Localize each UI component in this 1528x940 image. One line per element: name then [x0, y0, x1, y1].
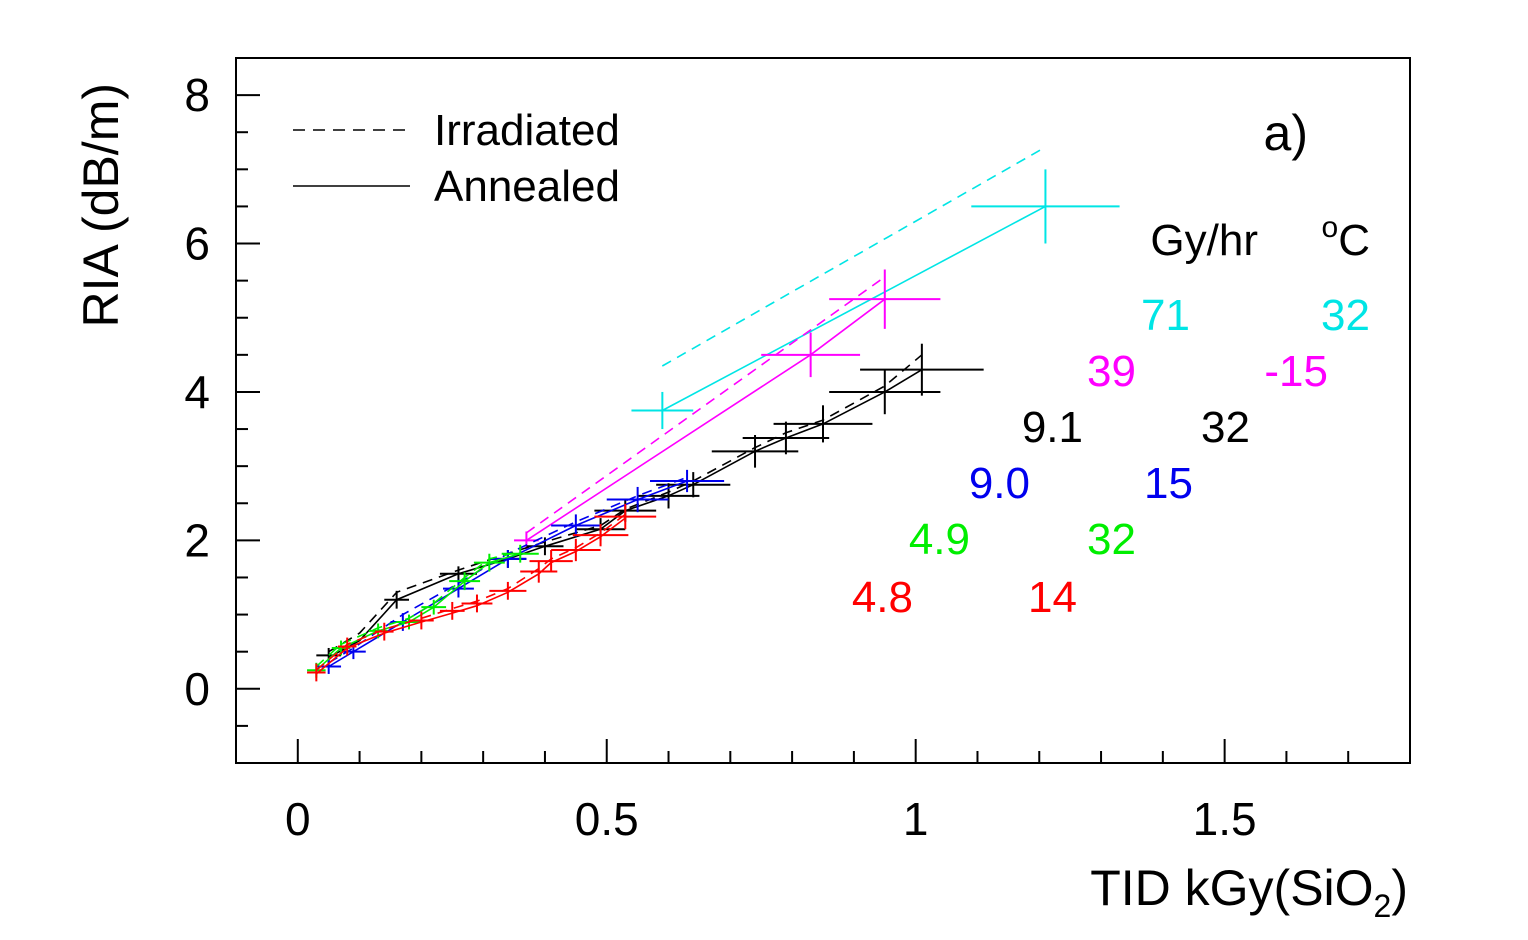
table-rate-value: 4.8	[852, 573, 913, 622]
table-rows: 71 32 39 -15 9.1 32 9.0 15 4.9 32 4.8 14	[852, 291, 1370, 622]
y-tick-label: 0	[184, 663, 210, 715]
annealed-line	[328, 480, 688, 668]
table-temperature-value: 15	[1144, 459, 1193, 508]
x-tick-label: 0	[285, 793, 311, 845]
table-temperature-value: 32	[1321, 291, 1370, 340]
x-tick-label: 0.5	[575, 793, 639, 845]
table-rate-value: 9.0	[969, 459, 1030, 508]
table-temperature-value: -15	[1264, 347, 1328, 396]
rate-temperature-table: Gy/hr oC 71 32 39 -15 9.1 32 9.0 15 4.9 32 4.8 14	[852, 211, 1370, 622]
table-rate-value: 39	[1087, 347, 1136, 396]
x-axis-label-subscript: 2	[1374, 888, 1392, 924]
x-tick-label: 1	[903, 793, 929, 845]
table-temperature-value: 32	[1087, 515, 1136, 564]
legend-label-annealed: Annealed	[434, 162, 620, 211]
x-axis-label-main: TID kGy(SiO	[1090, 860, 1373, 916]
x-tick-label: 1.5	[1193, 793, 1257, 845]
series-4.8-gy-per-hr	[307, 504, 657, 682]
series-39-gy-per-hr	[514, 269, 941, 550]
table-rate-value: 4.9	[909, 515, 970, 564]
y-tick-label: 8	[184, 69, 210, 121]
table-rate-value: 71	[1141, 291, 1190, 340]
axis-ticks	[235, 57, 1411, 764]
series-71-gy-per-hr	[631, 146, 1120, 430]
y-tick-label: 4	[184, 366, 210, 418]
plot-frame	[235, 57, 1411, 764]
celsius-unit: C	[1338, 216, 1370, 265]
table-header-rate: Gy/hr	[1150, 216, 1258, 265]
panel-label: a)	[1264, 105, 1308, 161]
legend-label-irradiated: Irradiated	[434, 106, 620, 155]
tick-labels: 0 0.5 1 1.5 0 2 4 6 8	[184, 69, 1256, 845]
irradiated-line	[525, 276, 886, 534]
x-axis-label-close: )	[1391, 860, 1408, 916]
y-tick-label: 2	[184, 514, 210, 566]
y-tick-label: 6	[184, 218, 210, 270]
x-axis-label: TID kGy(SiO2)	[1090, 860, 1408, 924]
y-axis-label: RIA (dB/m)	[73, 83, 129, 327]
table-temperature-value: 32	[1201, 403, 1250, 452]
table-header-temperature: oC	[1322, 211, 1370, 265]
data-series-layer	[307, 146, 1120, 682]
annealed-line	[661, 205, 1046, 412]
degree-superscript: o	[1322, 211, 1339, 244]
irradiated-line	[661, 146, 1046, 367]
legend: Irradiated Annealed	[293, 106, 620, 211]
table-temperature-value: 14	[1028, 573, 1077, 622]
table-rate-value: 9.1	[1022, 403, 1083, 452]
